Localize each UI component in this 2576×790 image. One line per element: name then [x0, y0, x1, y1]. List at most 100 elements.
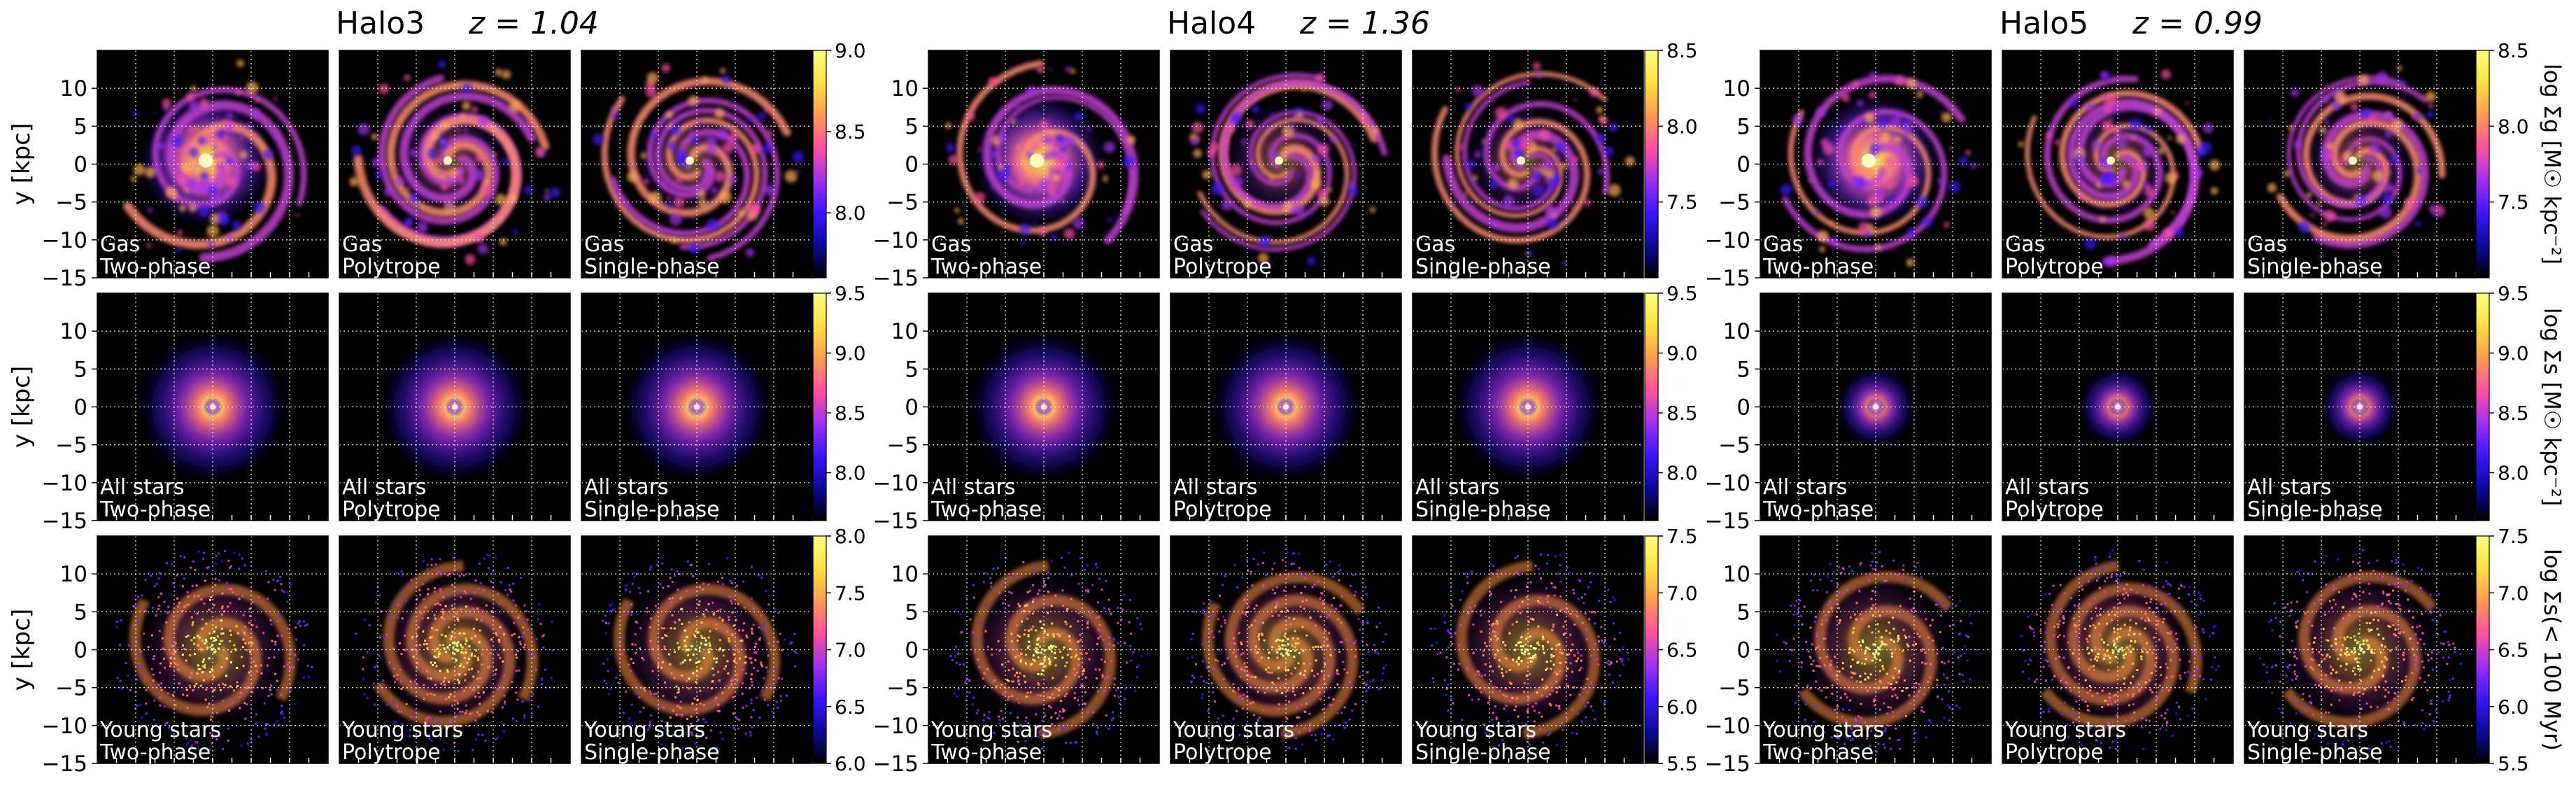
redshift-label: z = 1.04	[468, 6, 599, 41]
colorbar-tick-label: 9.5	[835, 282, 866, 305]
map-panel: Young starsSingle-phase	[581, 536, 812, 765]
map-panel: All starsPolytrope	[339, 293, 570, 522]
panel-model-label: Two-phase	[1762, 498, 1874, 522]
colorbar-tick-label: 5.5	[1666, 752, 1698, 775]
panel-model-label: Two-phase	[99, 498, 211, 522]
y-tick-label: −15	[873, 752, 919, 777]
map-panel: Young starsTwo-phase	[928, 536, 1159, 765]
halo-title: Halo3	[336, 6, 425, 41]
colorbar-tick-label: 7.0	[1666, 581, 1698, 605]
map-panel: GasPolytrope	[339, 50, 570, 279]
y-tick-label: 5	[905, 357, 919, 382]
colorbar	[1645, 536, 1658, 763]
panel-model-label: Polytrope	[2005, 255, 2104, 279]
colorbar-tick-label: 7.0	[2498, 581, 2529, 605]
panel-component-label: Young stars	[930, 718, 1052, 742]
colorbar-tick-label: 6.5	[1666, 639, 1698, 662]
y-tick-label: −10	[42, 228, 87, 253]
colorbar-tick-label: 6.0	[1666, 696, 1698, 719]
panel-component-label: All stars	[1173, 475, 1257, 500]
colorbar-tick-label: 8.5	[2498, 39, 2529, 62]
map-panel: All starsSingle-phase	[2244, 293, 2475, 522]
y-tick-label: −10	[1705, 471, 1750, 496]
y-tick-label: 10	[1723, 562, 1750, 587]
colorbar-tick-label: 7.5	[835, 581, 866, 605]
y-tick-label: 5	[1736, 114, 1750, 139]
y-tick-label: −5	[55, 190, 87, 216]
map-panel: GasPolytrope	[1170, 50, 1401, 279]
panel-model-label: Single-phase	[584, 740, 720, 765]
panel-component-label: Gas	[584, 232, 624, 257]
colorbar-tick-label: 8.5	[835, 120, 866, 143]
colorbar	[2476, 293, 2489, 521]
y-tick-label: −15	[1705, 752, 1750, 777]
colorbar-tick-label: 8.0	[1666, 115, 1698, 138]
colorbar-tick-label: 6.0	[2498, 696, 2529, 719]
halo-title: Halo4	[1167, 6, 1256, 41]
colorbar-tick-label: 8.0	[2498, 115, 2529, 138]
colorbar-tick-label: 8.5	[1666, 402, 1698, 425]
y-tick-label: −15	[1705, 509, 1750, 534]
colorbar-tick-label: 8.5	[1666, 39, 1698, 62]
y-tick-label: 10	[1723, 319, 1750, 344]
panel-component-label: Gas	[342, 232, 382, 257]
colorbar-tick-label: 9.0	[2498, 342, 2529, 365]
y-tick-label: −5	[886, 676, 919, 701]
panel-model-label: Single-phase	[584, 498, 720, 522]
colorbar-tick-label: 6.0	[835, 752, 866, 775]
panel-component-label: All stars	[342, 475, 426, 500]
panel-component-label: All stars	[1763, 475, 1847, 500]
colorbar-tick-label: 9.5	[2498, 282, 2529, 305]
panel-component-label: Gas	[931, 232, 971, 257]
panel-model-label: Two-phase	[930, 498, 1042, 522]
y-tick-label: 5	[1736, 357, 1750, 382]
redshift-label: z = 1.36	[1299, 6, 1430, 41]
colorbar-tick-label: 8.0	[2498, 462, 2529, 485]
panel-model-label: Two-phase	[1762, 255, 1874, 279]
panel-component-label: Young stars	[1173, 718, 1294, 742]
panel-model-label: Single-phase	[2247, 255, 2383, 279]
y-tick-label: 10	[891, 76, 919, 101]
y-tick-label: −10	[42, 714, 87, 739]
y-tick-label: 10	[60, 562, 87, 587]
y-axis-label: y [kpc]	[8, 609, 36, 691]
map-panel: All starsTwo-phase	[1760, 293, 1991, 522]
panel-component-label: All stars	[584, 475, 668, 500]
y-tick-label: −10	[1705, 714, 1750, 739]
y-tick-label: 5	[73, 600, 87, 625]
panel-model-label: Polytrope	[2005, 498, 2104, 522]
panel-model-label: Single-phase	[1415, 255, 1551, 279]
panel-component-label: All stars	[2247, 475, 2331, 500]
y-tick-label: −15	[873, 509, 919, 534]
colorbar-tick-label: 8.0	[835, 525, 866, 548]
y-tick-label: 0	[1736, 638, 1750, 663]
redshift-label: z = 0.99	[2132, 6, 2263, 41]
colorbar	[1645, 293, 1658, 521]
panel-model-label: Polytrope	[1173, 255, 1272, 279]
colorbar	[1645, 50, 1658, 278]
colorbar-tick-label: 7.5	[2498, 525, 2529, 548]
panel-model-label: Polytrope	[1173, 498, 1272, 522]
colorbar	[813, 50, 826, 278]
panel-model-label: Single-phase	[2247, 498, 2383, 522]
panel-model-label: Polytrope	[342, 740, 441, 765]
y-tick-label: 0	[73, 153, 87, 178]
panel-component-label: Young stars	[1762, 718, 1884, 742]
panel-component-label: Young stars	[341, 718, 463, 742]
colorbar-tick-label: 9.0	[835, 342, 866, 365]
panel-component-label: Gas	[2005, 232, 2045, 257]
y-tick-label: −15	[1705, 266, 1750, 291]
colorbar-tick-label: 8.5	[835, 402, 866, 425]
y-tick-label: 10	[60, 319, 87, 344]
y-tick-label: 10	[891, 319, 919, 344]
panel-model-label: Single-phase	[2247, 740, 2383, 765]
y-tick-label: −15	[42, 752, 87, 777]
y-tick-label: 5	[905, 600, 919, 625]
y-axis-label: y [kpc]	[8, 366, 36, 448]
colorbar-tick-label: 9.0	[1666, 342, 1698, 365]
panel-component-label: All stars	[931, 475, 1015, 500]
